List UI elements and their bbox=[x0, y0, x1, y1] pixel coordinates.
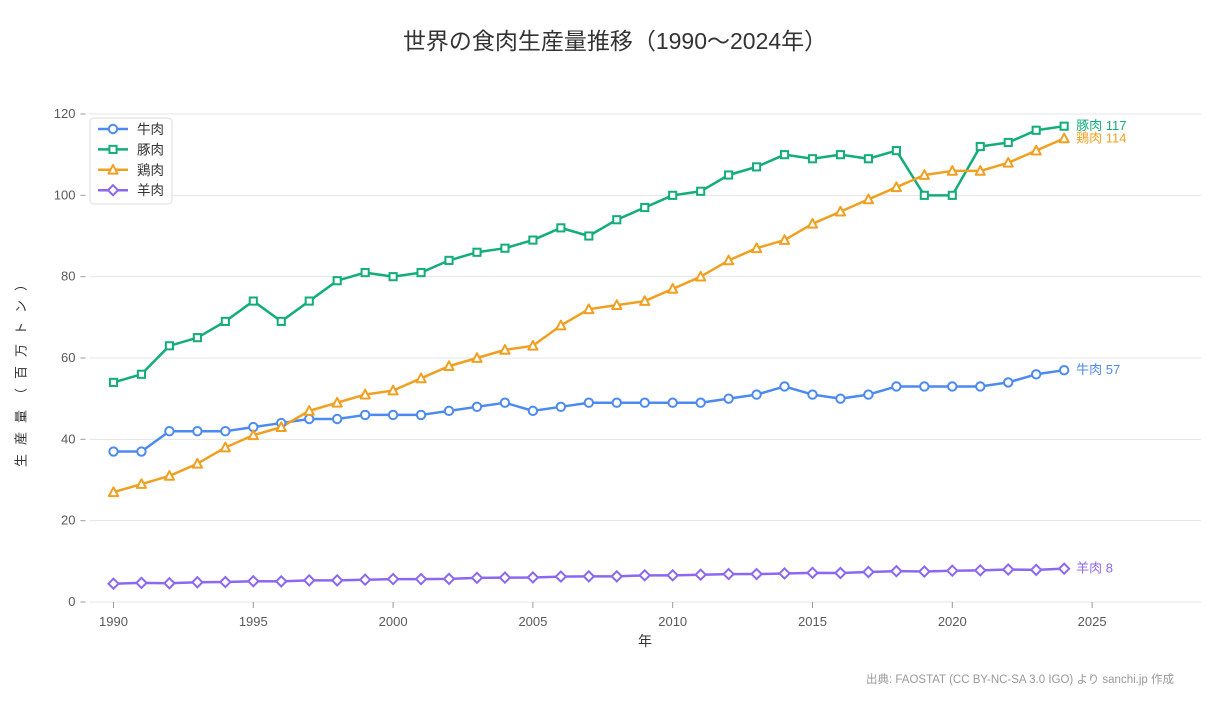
svg-text:豚肉: 豚肉 bbox=[137, 142, 164, 157]
svg-text:80: 80 bbox=[61, 269, 75, 284]
svg-text:鶏肉: 鶏肉 bbox=[137, 163, 164, 178]
svg-text:2020: 2020 bbox=[938, 614, 967, 629]
svg-text:2000: 2000 bbox=[379, 614, 408, 629]
svg-text:40: 40 bbox=[61, 431, 75, 446]
svg-text:1995: 1995 bbox=[239, 614, 268, 629]
svg-text:20: 20 bbox=[61, 513, 75, 528]
svg-text:2010: 2010 bbox=[658, 614, 687, 629]
svg-text:2025: 2025 bbox=[1078, 614, 1107, 629]
svg-text:鶏肉 114: 鶏肉 114 bbox=[1076, 130, 1126, 145]
svg-text:100: 100 bbox=[54, 187, 76, 202]
svg-text:2015: 2015 bbox=[798, 614, 827, 629]
svg-text:1990: 1990 bbox=[99, 614, 128, 629]
svg-text:0: 0 bbox=[68, 594, 75, 609]
svg-text:牛肉: 牛肉 bbox=[137, 122, 164, 137]
svg-text:60: 60 bbox=[61, 350, 75, 365]
svg-text:羊肉 8: 羊肉 8 bbox=[1076, 561, 1113, 576]
svg-text:120: 120 bbox=[54, 106, 76, 121]
svg-text:羊肉: 羊肉 bbox=[137, 183, 164, 198]
svg-text:牛肉 57: 牛肉 57 bbox=[1076, 362, 1120, 377]
svg-text:2005: 2005 bbox=[518, 614, 547, 629]
